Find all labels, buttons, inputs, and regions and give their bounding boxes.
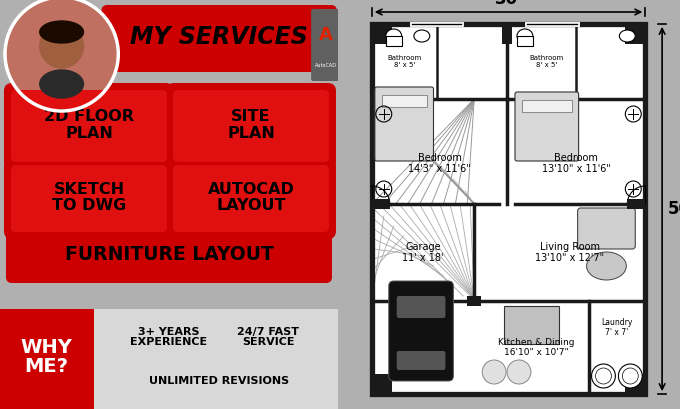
Ellipse shape [414,30,430,42]
FancyBboxPatch shape [515,92,579,161]
Ellipse shape [39,70,84,98]
FancyBboxPatch shape [11,90,167,162]
FancyBboxPatch shape [6,229,332,283]
Text: SITE
PLAN: SITE PLAN [227,109,275,141]
Text: AutoCAD: AutoCAD [315,63,337,68]
Bar [517,36,533,46]
Text: Bathroom
8' x 5': Bathroom 8' x 5' [387,55,422,68]
Text: Kitchen & Dining
16'10" x 10'7": Kitchen & Dining 16'10" x 10'7" [498,338,575,357]
FancyBboxPatch shape [577,208,635,249]
Text: 3+ YEARS
EXPERIENCE: 3+ YEARS EXPERIENCE [131,327,207,347]
FancyBboxPatch shape [311,9,340,81]
Bar [504,306,559,344]
Bar [372,199,390,209]
FancyBboxPatch shape [396,351,445,370]
FancyBboxPatch shape [173,90,329,162]
Bar [95,309,338,409]
Bar [372,374,392,394]
Text: Bedroom
14'3" x 11'6": Bedroom 14'3" x 11'6" [408,153,471,174]
FancyBboxPatch shape [4,83,174,169]
Text: Bedroom
13'10" x 11'6": Bedroom 13'10" x 11'6" [542,153,611,174]
FancyBboxPatch shape [173,165,329,232]
Bar [0,309,95,409]
Text: 30': 30' [494,0,523,8]
Ellipse shape [517,29,533,43]
Text: FURNITURE LAYOUT: FURNITURE LAYOUT [65,245,273,265]
Circle shape [482,360,506,384]
Bar [626,374,645,394]
Text: UNLIMITED REVISIONS: UNLIMITED REVISIONS [149,376,289,386]
Text: A: A [319,26,333,44]
FancyBboxPatch shape [11,165,167,232]
Bar [372,24,392,44]
Ellipse shape [386,29,402,43]
Ellipse shape [39,21,84,43]
Bar [522,100,572,112]
Text: SKETCH
TO DWG: SKETCH TO DWG [52,182,126,213]
Text: 2D FLOOR
PLAN: 2D FLOOR PLAN [44,109,134,141]
Bar [502,24,512,44]
FancyBboxPatch shape [375,87,433,161]
Circle shape [7,0,116,109]
Circle shape [39,24,84,68]
Circle shape [507,360,531,384]
Bar [381,95,426,107]
Bar [628,199,645,209]
FancyBboxPatch shape [4,158,174,239]
FancyBboxPatch shape [166,83,336,169]
Text: WHY
ME?: WHY ME? [21,338,73,376]
Ellipse shape [587,252,626,280]
Bar [372,24,645,394]
Ellipse shape [619,30,635,42]
Text: 24/7 FAST
SERVICE: 24/7 FAST SERVICE [237,327,299,347]
Text: Garage
11' x 18': Garage 11' x 18' [403,242,444,263]
Text: MY SERVICES: MY SERVICES [131,25,308,49]
FancyBboxPatch shape [101,5,337,72]
FancyBboxPatch shape [396,296,445,318]
Bar [626,24,645,44]
FancyBboxPatch shape [166,158,336,239]
Text: Laundry
7' x 7': Laundry 7' x 7' [601,318,632,337]
Text: 50': 50' [668,200,680,218]
Text: Bathroom
8' x 5': Bathroom 8' x 5' [530,55,564,68]
Bar [467,296,481,306]
Text: AUTOCAD
LAYOUT: AUTOCAD LAYOUT [207,182,294,213]
Circle shape [618,364,642,388]
Text: Living Room
13'10" x 12'7": Living Room 13'10" x 12'7" [535,242,605,263]
Bar [372,24,645,394]
Circle shape [592,364,615,388]
Bar [386,36,402,46]
FancyBboxPatch shape [389,281,454,381]
